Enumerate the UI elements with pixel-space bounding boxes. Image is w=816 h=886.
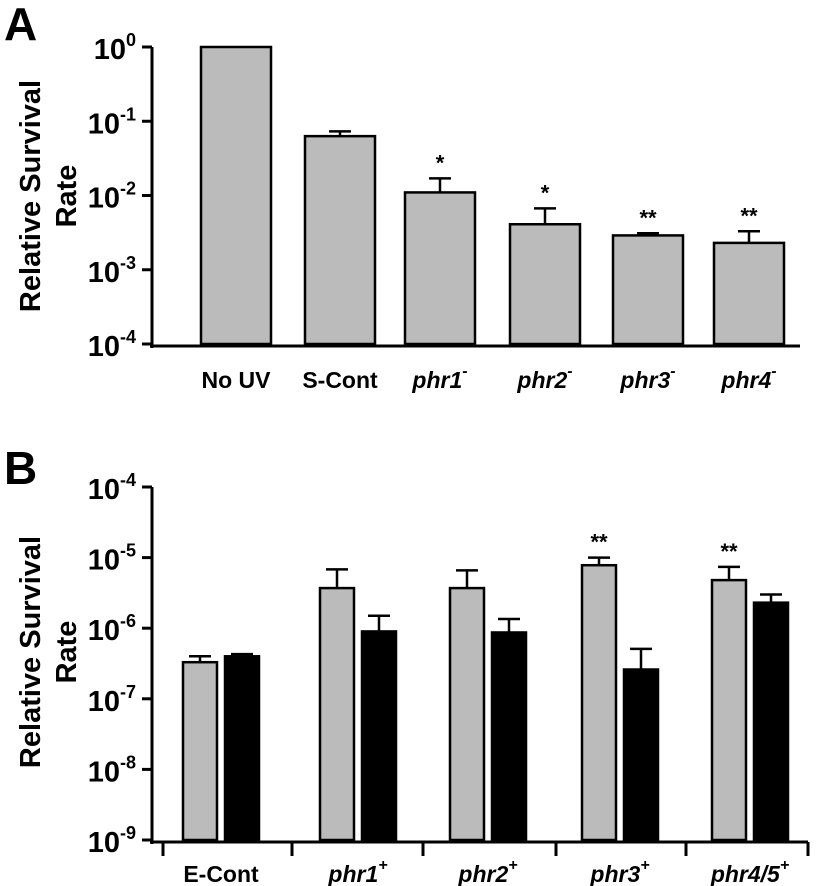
y-tick-label: 100 <box>94 30 136 66</box>
panel-label-B: B <box>4 442 37 494</box>
significance-label: ** <box>590 530 608 555</box>
y-tick-label: 10-1 <box>88 104 136 140</box>
y-tick-label: 10-7 <box>88 682 136 718</box>
bar-phr1-grey <box>318 586 356 842</box>
category-label: No UV <box>202 367 272 393</box>
y-axis-title: Relative Survival Rate <box>15 80 83 312</box>
y-tick-label: 10-8 <box>88 752 136 788</box>
category-label: phr4- <box>720 363 776 393</box>
category-label: phr1+ <box>327 857 387 886</box>
bar-phr1-survival <box>403 191 477 346</box>
y-tick-label: 10-4 <box>88 470 136 506</box>
bar-nouv-survival <box>199 45 273 346</box>
y-tick-label: 10-5 <box>88 541 136 577</box>
bar-phr2-grey <box>448 586 486 842</box>
bar-econt-black <box>223 655 261 842</box>
y-tick-label: 10-3 <box>88 253 136 289</box>
significance-label: ** <box>639 205 657 230</box>
y-axis-title: Relative Survival Rate <box>15 536 83 768</box>
bar-phr3-black <box>622 668 660 842</box>
significance-label: * <box>541 180 550 205</box>
bar-phr3-grey <box>580 563 618 842</box>
y-tick-label: 10-2 <box>88 179 136 215</box>
significance-label: * <box>436 150 445 175</box>
bar-phr3-survival <box>611 234 685 346</box>
y-tick-label: 10-9 <box>88 823 136 859</box>
category-label: phr3+ <box>589 857 649 886</box>
bar-phr4-survival <box>712 241 786 346</box>
category-label: phr2+ <box>457 857 517 886</box>
category-label: E-Cont <box>183 861 259 886</box>
category-label: phr1- <box>411 363 467 393</box>
category-label: phr4/5+ <box>710 857 789 886</box>
y-tick-label: 10-6 <box>88 611 136 647</box>
bar-phr1-black <box>360 630 398 842</box>
panel-label-A: A <box>4 0 37 50</box>
significance-label: ** <box>720 539 738 564</box>
category-label: phr3- <box>619 363 675 393</box>
bar-phr45-grey <box>710 578 748 842</box>
bar-phr2-black <box>490 631 528 842</box>
significance-label: ** <box>740 203 758 228</box>
bar-scont-survival <box>303 134 377 346</box>
category-label: S-Cont <box>302 367 378 393</box>
bar-phr2-survival <box>508 223 582 346</box>
bar-econt-grey <box>181 660 219 842</box>
category-label: phr2- <box>516 363 572 393</box>
bar-phr45-black <box>752 601 790 842</box>
y-tick-label: 10-4 <box>88 327 136 363</box>
